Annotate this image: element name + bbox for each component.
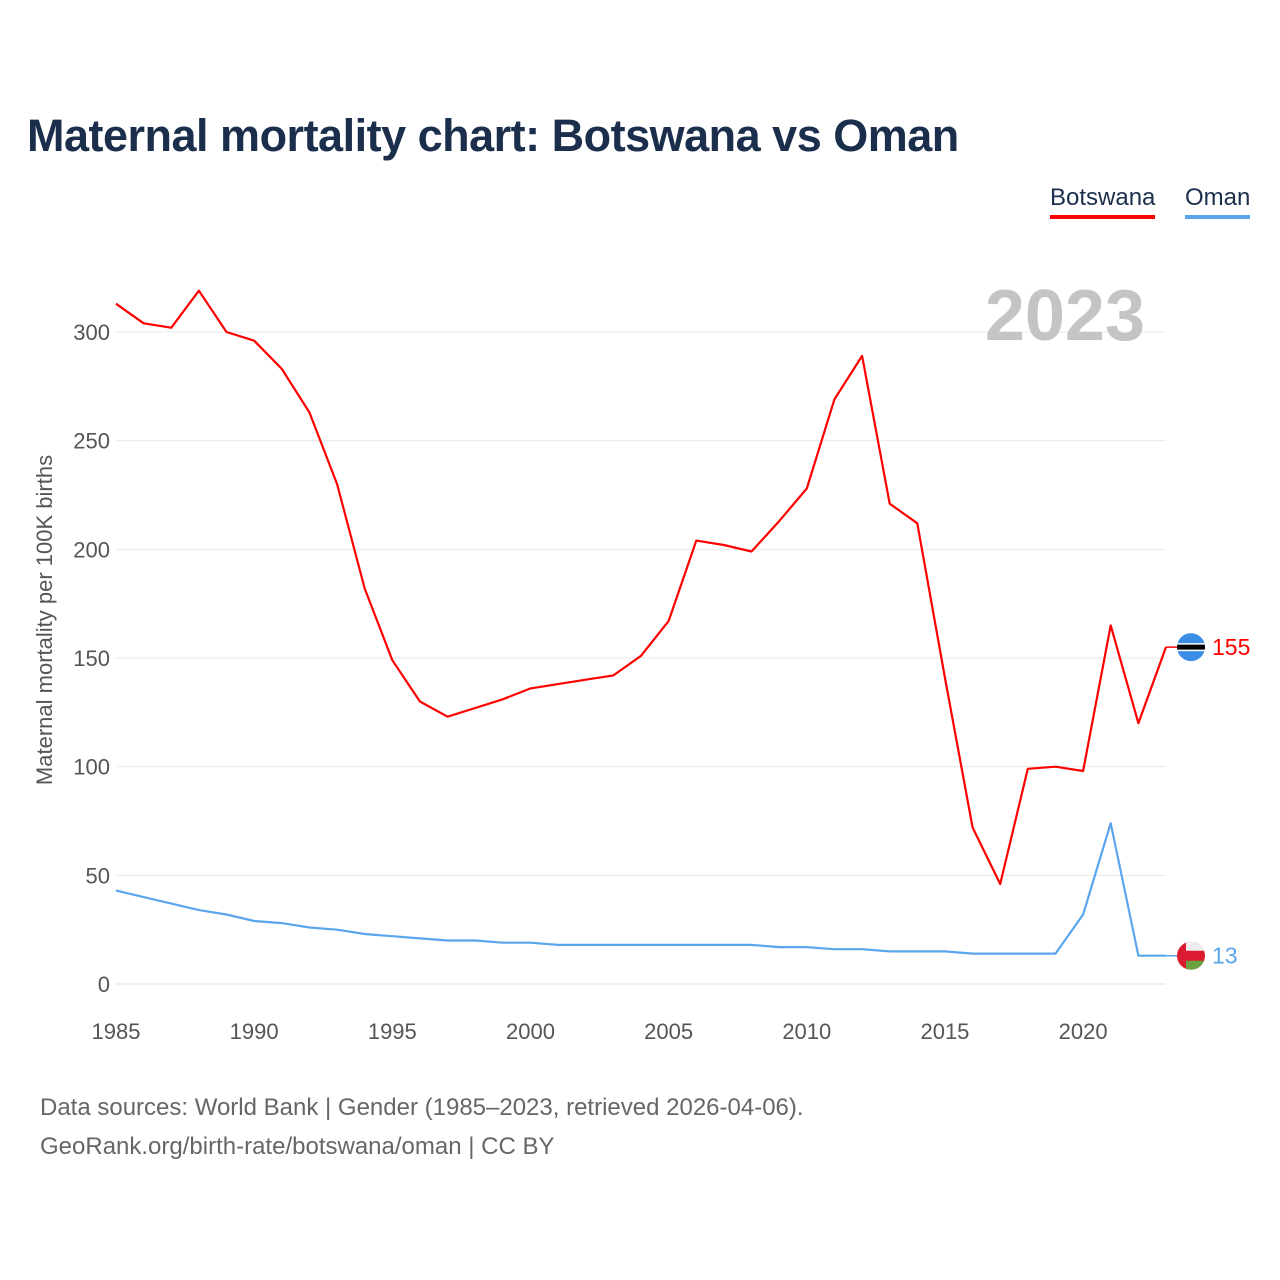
y-tick-label: 0 xyxy=(98,972,110,997)
y-tick-label: 100 xyxy=(73,755,110,780)
y-tick-label: 250 xyxy=(73,429,110,454)
x-tick-label: 1995 xyxy=(368,1019,417,1044)
year-label: 2023 xyxy=(985,276,1145,356)
series-line-botswana[interactable] xyxy=(115,289,1168,886)
flag-botswana-icon xyxy=(1177,633,1205,662)
legend-oman[interactable]: Oman xyxy=(1185,184,1251,219)
end-value-label: 13 xyxy=(1212,943,1238,969)
y-tick-label: 200 xyxy=(73,537,110,562)
flag-oman-icon xyxy=(1177,941,1205,970)
x-tick-label: 2020 xyxy=(1059,1019,1108,1044)
source-link[interactable]: GeoRank.org/birth-rate/botswana/oman | C… xyxy=(40,1133,555,1160)
x-tick-label: 2000 xyxy=(506,1019,555,1044)
end-value-label: 155 xyxy=(1212,634,1250,660)
chart-title: Maternal mortality chart: Botswana vs Om… xyxy=(27,110,959,161)
y-tick-label: 300 xyxy=(73,320,110,345)
x-tick-label: 1990 xyxy=(230,1019,279,1044)
x-tick-label: 1985 xyxy=(92,1019,141,1044)
y-tick-label: 50 xyxy=(86,863,110,888)
y-axis-label: Maternal mortality per 100K births xyxy=(32,455,57,785)
x-tick-label: 2015 xyxy=(920,1019,969,1044)
legend-botswana[interactable]: Botswana xyxy=(1050,184,1156,219)
y-tick-label: 150 xyxy=(73,646,110,671)
series-line-oman[interactable] xyxy=(115,822,1166,957)
source-line: Data sources: World Bank | Gender (1985–… xyxy=(40,1094,804,1121)
x-tick-label: 2010 xyxy=(782,1019,831,1044)
x-tick-label: 2005 xyxy=(644,1019,693,1044)
